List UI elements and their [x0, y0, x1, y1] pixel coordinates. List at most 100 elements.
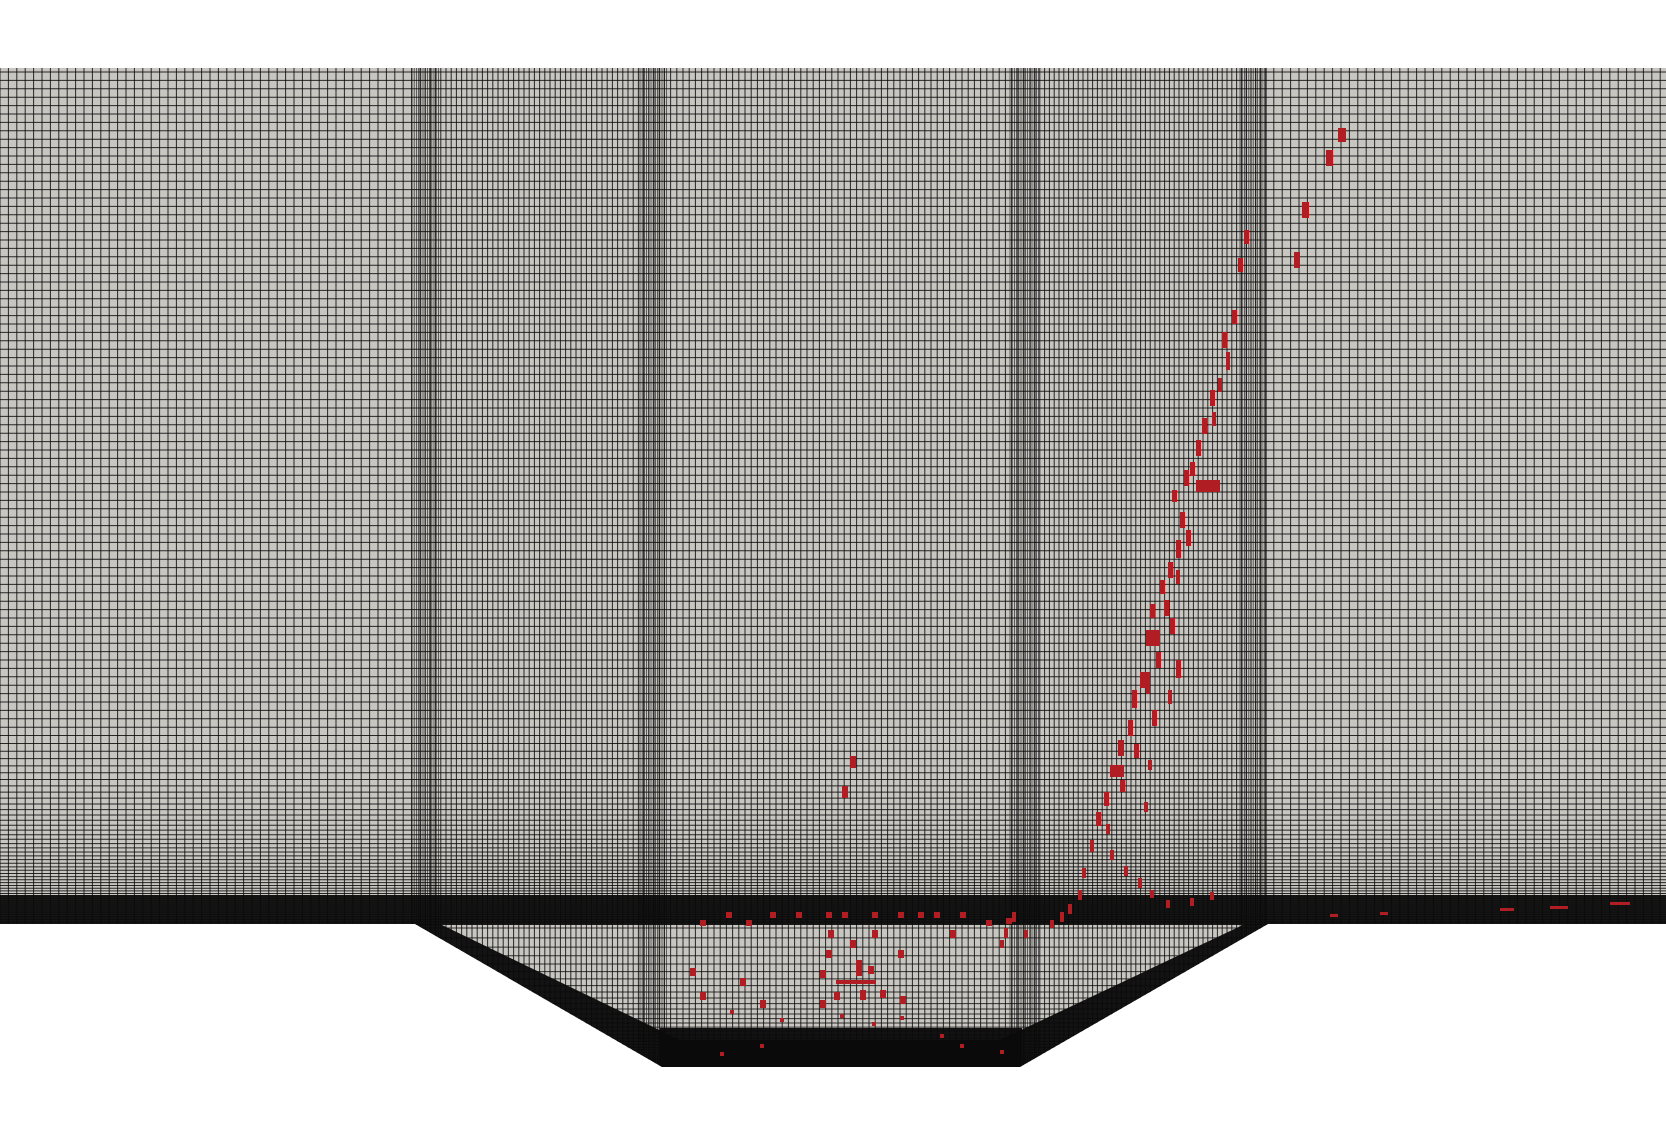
highlighted-cell [1050, 920, 1054, 928]
highlighted-cell [740, 978, 746, 986]
highlighted-cell [850, 756, 856, 768]
highlighted-cell [700, 920, 706, 926]
highlighted-cell [1152, 710, 1157, 726]
highlighted-cell [834, 992, 840, 1000]
highlighted-cell [960, 1044, 964, 1048]
highlighted-cell [1144, 802, 1148, 812]
highlighted-cell [1160, 580, 1165, 594]
highlighted-cell [1610, 902, 1630, 905]
highlighted-cell [1232, 310, 1237, 324]
highlighted-cell [836, 980, 876, 984]
highlighted-cell [1500, 908, 1514, 911]
highlighted-cell [860, 990, 866, 1000]
highlighted-cell [1550, 906, 1568, 909]
highlighted-cell [720, 1052, 724, 1056]
highlighted-cell [1024, 930, 1028, 938]
highlighted-cell [780, 1018, 784, 1022]
highlighted-cell [1078, 890, 1082, 900]
highlighted-cell [1096, 812, 1101, 826]
highlighted-cell [842, 912, 848, 918]
highlighted-cell [1172, 490, 1177, 502]
highlighted-cell [770, 912, 776, 918]
highlighted-cell [1294, 252, 1300, 268]
highlighted-cell [1176, 570, 1180, 584]
highlighted-cell [1148, 760, 1152, 770]
highlighted-cell [828, 930, 834, 938]
highlighted-cell [898, 912, 904, 918]
highlighted-cell [1132, 690, 1137, 708]
wall-boundary-layer [0, 895, 1666, 925]
highlighted-cell [1210, 390, 1215, 406]
highlighted-cell [820, 1000, 826, 1008]
highlighted-cell [840, 1014, 844, 1018]
highlighted-cell [1190, 462, 1195, 476]
highlighted-cell [1202, 418, 1207, 434]
highlighted-cell [1110, 765, 1124, 777]
highlighted-cell [1326, 150, 1333, 166]
highlighted-cell [760, 1044, 764, 1048]
highlighted-cell [1068, 904, 1072, 914]
highlighted-cell [1180, 512, 1185, 528]
highlighted-cell [1118, 740, 1124, 756]
highlighted-cell [1128, 720, 1133, 736]
highlighted-cell [1226, 352, 1230, 370]
highlighted-cell [1210, 892, 1214, 900]
highlighted-cell [1000, 940, 1004, 948]
highlighted-cell [934, 912, 940, 918]
highlighted-cell [898, 950, 904, 958]
highlighted-cell [872, 1022, 876, 1026]
highlighted-cell [826, 950, 832, 958]
highlighted-cell [1380, 912, 1388, 915]
highlighted-cell [868, 966, 874, 974]
highlighted-cell [1090, 840, 1094, 852]
highlighted-cell [856, 960, 862, 976]
highlighted-cell [1168, 690, 1172, 704]
highlighted-cell [1196, 440, 1201, 456]
highlighted-cell [1000, 1050, 1004, 1054]
highlighted-cell [1302, 202, 1309, 218]
highlighted-cell [880, 990, 886, 998]
highlighted-cell [1218, 378, 1222, 392]
highlighted-cell [960, 912, 966, 918]
trench-bottom-layer [660, 1028, 1022, 1067]
highlighted-cell [1212, 412, 1216, 426]
mesh-domain [0, 68, 1666, 1067]
highlighted-cell [1222, 332, 1227, 348]
highlighted-cell [1156, 652, 1161, 668]
highlighted-cell [1176, 660, 1181, 678]
highlighted-cell [1150, 890, 1154, 898]
highlighted-cell [950, 930, 956, 938]
highlighted-cell [730, 1010, 734, 1014]
highlighted-cell [726, 912, 732, 918]
highlighted-cell [842, 786, 848, 798]
highlighted-cell [820, 970, 826, 978]
highlighted-cell [1164, 600, 1169, 616]
trench-wall-layer [415, 924, 1268, 1067]
highlighted-cell [1104, 792, 1109, 806]
highlighted-cell [1166, 900, 1170, 908]
highlighted-cell [760, 1000, 766, 1008]
highlighted-cell [746, 920, 752, 926]
highlighted-cell [1060, 912, 1064, 922]
highlighted-cell [1150, 604, 1155, 618]
highlighted-cell [1082, 868, 1086, 878]
highlighted-cell [1006, 918, 1012, 924]
highlighted-cell [1110, 850, 1114, 860]
highlighted-cell [918, 912, 924, 918]
highlighted-cell [900, 1016, 904, 1020]
highlighted-cell [1004, 928, 1008, 938]
highlighted-cell [872, 930, 878, 938]
highlighted-cell [1124, 866, 1128, 876]
highlighted-cell [1140, 672, 1150, 688]
highlighted-cell [1238, 258, 1243, 272]
highlighted-cell [1184, 470, 1189, 486]
highlighted-cell [700, 992, 706, 1000]
highlighted-cell [1170, 618, 1175, 634]
highlighted-cell [850, 940, 856, 948]
highlighted-cell [1134, 744, 1139, 758]
highlighted-cell [1012, 912, 1016, 922]
highlighted-cell [1330, 914, 1338, 917]
highlighted-cell [796, 912, 802, 918]
